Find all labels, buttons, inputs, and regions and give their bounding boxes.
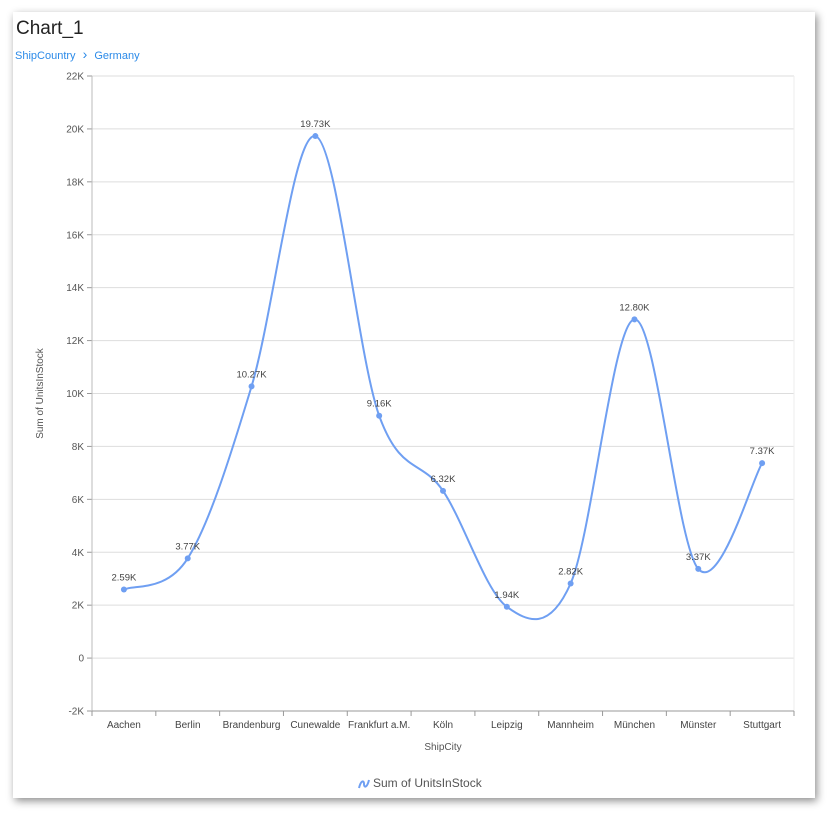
breadcrumb-root[interactable]: ShipCountry bbox=[15, 50, 76, 62]
series-line bbox=[123, 135, 763, 621]
x-tick-label: Münster bbox=[680, 720, 717, 731]
x-tick-label: Aachen bbox=[107, 720, 141, 731]
y-tick-label: 18K bbox=[66, 177, 84, 188]
y-tick-label: 16K bbox=[66, 230, 84, 241]
x-axis-title: ShipCity bbox=[424, 742, 461, 753]
data-label: 2.82K bbox=[558, 566, 583, 577]
y-tick-label: 12K bbox=[66, 336, 84, 347]
chevron-right-icon: › bbox=[82, 46, 88, 62]
y-tick-label: 10K bbox=[66, 389, 84, 400]
data-label: 12.80K bbox=[619, 302, 650, 313]
y-tick-label: 14K bbox=[66, 283, 84, 294]
y-tick-label: 20K bbox=[66, 124, 84, 135]
chart-card: Chart_1 ShipCountry › Germany bbox=[13, 12, 815, 798]
data-point bbox=[248, 383, 255, 390]
data-point bbox=[567, 580, 574, 587]
data-point bbox=[759, 460, 766, 467]
data-label: 9.16K bbox=[367, 399, 392, 410]
data-label: 19.73K bbox=[300, 119, 331, 130]
legend-line-icon bbox=[358, 779, 370, 789]
data-point bbox=[312, 133, 319, 140]
x-tick-label: Leipzig bbox=[491, 720, 523, 731]
data-point bbox=[503, 603, 510, 610]
breadcrumb: ShipCountry › Germany bbox=[15, 46, 140, 62]
chart-title: Chart_1 bbox=[16, 18, 84, 39]
data-label: 10.27K bbox=[236, 369, 267, 380]
data-label: 6.32K bbox=[431, 474, 456, 485]
y-tick-label: 4K bbox=[72, 548, 85, 559]
x-tick-label: Berlin bbox=[175, 720, 201, 731]
x-tick-label: Cunewalde bbox=[290, 720, 340, 731]
y-tick-label: -2K bbox=[68, 707, 84, 718]
data-label: 3.37K bbox=[686, 552, 711, 563]
x-tick-label: Köln bbox=[433, 720, 453, 731]
breadcrumb-current[interactable]: Germany bbox=[94, 50, 140, 62]
data-label: 2.59K bbox=[111, 573, 136, 584]
x-tick-label: München bbox=[614, 720, 655, 731]
y-tick-label: 8K bbox=[72, 442, 85, 453]
data-label: 7.37K bbox=[750, 446, 775, 457]
x-tick-label: Stuttgart bbox=[743, 720, 781, 731]
legend-label: Sum of UnitsInStock bbox=[373, 776, 483, 790]
data-point bbox=[631, 316, 638, 323]
data-point bbox=[184, 555, 191, 562]
data-point bbox=[376, 412, 383, 419]
data-point bbox=[120, 586, 127, 593]
y-tick-label: 6K bbox=[72, 495, 85, 506]
x-tick-label: Mannheim bbox=[547, 720, 594, 731]
data-label: 3.77K bbox=[175, 541, 200, 552]
x-tick-label: Frankfurt a.M. bbox=[348, 720, 410, 731]
y-tick-label: 2K bbox=[72, 601, 85, 612]
data-label: 1.94K bbox=[494, 590, 519, 601]
y-tick-label: 22K bbox=[66, 72, 84, 83]
y-tick-label: 0 bbox=[78, 654, 84, 665]
y-axis-title: Sum of UnitsInStock bbox=[35, 347, 46, 439]
data-point bbox=[695, 565, 702, 572]
data-point bbox=[440, 487, 446, 494]
x-tick-label: Brandenburg bbox=[223, 720, 281, 731]
